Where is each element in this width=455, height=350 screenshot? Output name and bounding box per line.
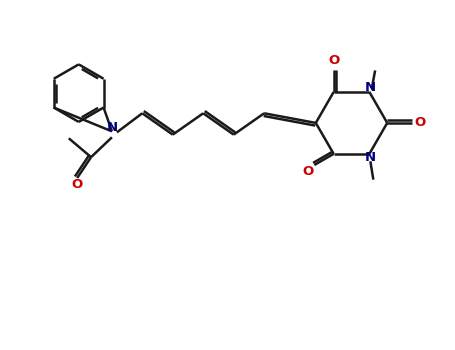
Text: N: N [107, 121, 118, 134]
Text: N: N [365, 80, 376, 93]
Text: O: O [328, 54, 339, 67]
Text: O: O [415, 117, 426, 130]
Text: O: O [302, 165, 313, 178]
Text: N: N [365, 151, 376, 164]
Text: O: O [71, 178, 82, 191]
